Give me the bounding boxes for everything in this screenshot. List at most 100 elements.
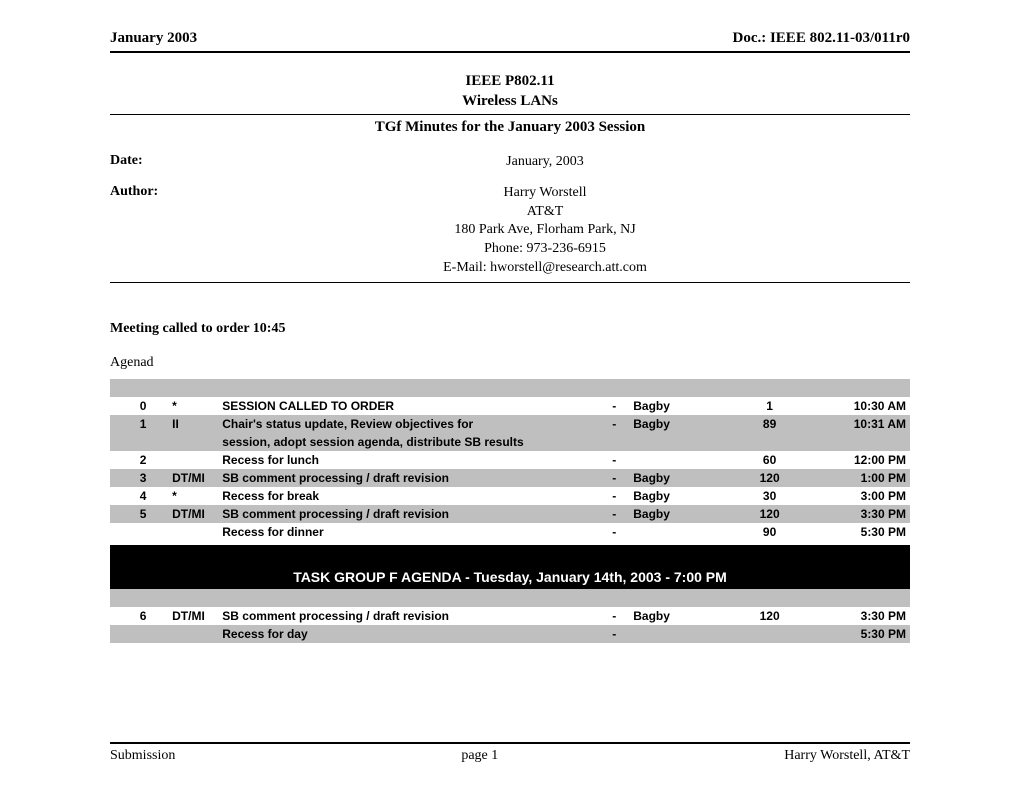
table-cell: *: [168, 397, 218, 415]
title-line-2: Wireless LANs: [110, 91, 910, 111]
meta-author-row: Author: Harry Worstell AT&T 180 Park Ave…: [110, 184, 910, 278]
table-cell: Bagby: [629, 607, 729, 625]
table-cell: [730, 589, 810, 607]
page-header: January 2003 Doc.: IEEE 802.11-03/011r0: [110, 30, 910, 53]
table-cell: [629, 451, 729, 469]
table-cell: 90: [730, 523, 810, 541]
table-cell: 3:30 PM: [810, 505, 910, 523]
table-cell: [629, 433, 729, 451]
table-row: 3DT/MISB comment processing / draft revi…: [110, 469, 910, 487]
table-cell: [110, 415, 118, 433]
table-cell: Chair's status update, Review objectives…: [218, 415, 599, 433]
table-cell: [599, 379, 629, 397]
table-cell: [218, 589, 599, 607]
table-cell: [599, 433, 629, 451]
table-cell: SB comment processing / draft revision: [218, 505, 599, 523]
table-cell: 89: [730, 415, 810, 433]
table-cell: [168, 589, 218, 607]
table-cell: 120: [730, 505, 810, 523]
table-cell: [118, 545, 168, 565]
table-cell: 5:30 PM: [810, 523, 910, 541]
table-cell: [110, 589, 118, 607]
page-footer: Submission page 1 Harry Worstell, AT&T: [110, 742, 910, 764]
table-cell: Recess for lunch: [218, 451, 599, 469]
table-cell: [118, 379, 168, 397]
header-left: January 2003: [110, 30, 197, 47]
table-cell: [629, 545, 729, 565]
table-cell: 5:30 PM: [810, 625, 910, 643]
table-cell: [168, 545, 218, 565]
table-cell: 0: [118, 397, 168, 415]
table-cell: 10:31 AM: [810, 415, 910, 433]
table-cell: SESSION CALLED TO ORDER: [218, 397, 599, 415]
table-cell: -: [599, 397, 629, 415]
author-line: Phone: 973-236-6915: [484, 241, 606, 256]
table-cell: SB comment processing / draft revision: [218, 469, 599, 487]
author-line: E-Mail: hworstell@research.att.com: [443, 260, 647, 275]
table-cell: [730, 379, 810, 397]
table-row: Recess for day- 5:30 PM: [110, 625, 910, 643]
table-cell: [730, 625, 810, 643]
table-cell: [110, 607, 118, 625]
table-cell: -: [599, 625, 629, 643]
agenda-label: Agenad: [110, 355, 910, 371]
table-cell: [110, 433, 118, 451]
table-row: 6DT/MISB comment processing / draft revi…: [110, 607, 910, 625]
table-cell: [730, 433, 810, 451]
table-cell: [110, 505, 118, 523]
table-cell: 1: [118, 415, 168, 433]
table-cell: -: [599, 415, 629, 433]
author-value: Harry Worstell AT&T 180 Park Ave, Florha…: [180, 184, 910, 278]
table-cell: [118, 589, 168, 607]
table-row: 5DT/MISB comment processing / draft revi…: [110, 505, 910, 523]
table-cell: II: [168, 415, 218, 433]
table-cell: 10:30 AM: [810, 397, 910, 415]
section-title: TASK GROUP F AGENDA - Tuesday, January 1…: [110, 565, 910, 589]
table-cell: [810, 545, 910, 565]
table-row: session, adopt session agenda, distribut…: [110, 433, 910, 451]
table-cell: [168, 625, 218, 643]
table-cell: *: [168, 487, 218, 505]
table-cell: -: [599, 469, 629, 487]
table-cell: 2: [118, 451, 168, 469]
table-row: [110, 379, 910, 397]
table-cell: [118, 625, 168, 643]
table-cell: [110, 487, 118, 505]
table-cell: [118, 523, 168, 541]
table-cell: 3:30 PM: [810, 607, 910, 625]
called-to-order: Meeting called to order 10:45: [110, 321, 910, 337]
table-cell: [110, 397, 118, 415]
table-cell: 5: [118, 505, 168, 523]
table-row: 4*Recess for break-Bagby303:00 PM: [110, 487, 910, 505]
table-cell: [810, 589, 910, 607]
table-cell: [110, 379, 118, 397]
table-cell: [810, 433, 910, 451]
table-cell: 60: [730, 451, 810, 469]
table-row: 1IIChair's status update, Review objecti…: [110, 415, 910, 433]
table-cell: SB comment processing / draft revision: [218, 607, 599, 625]
table-cell: [110, 545, 118, 565]
header-right: Doc.: IEEE 802.11-03/011r0: [732, 30, 910, 47]
table-row: Recess for dinner-905:30 PM: [110, 523, 910, 541]
table-cell: 120: [730, 469, 810, 487]
title-line-3: TGf Minutes for the January 2003 Session: [110, 117, 910, 137]
table-cell: session, adopt session agenda, distribut…: [218, 433, 599, 451]
table-cell: Bagby: [629, 415, 729, 433]
table-cell: [810, 379, 910, 397]
table-cell: [218, 545, 599, 565]
meta-block: Date: January, 2003 Author: Harry Worste…: [110, 153, 910, 283]
table-cell: [599, 545, 629, 565]
author-label: Author:: [110, 184, 180, 200]
body-text: Meeting called to order 10:45 Agenad: [110, 321, 910, 371]
footer-center: page 1: [461, 748, 498, 764]
table-cell: [629, 523, 729, 541]
footer-left: Submission: [110, 748, 175, 764]
table-cell: [118, 433, 168, 451]
table-cell: DT/MI: [168, 469, 218, 487]
meta-date-row: Date: January, 2003: [110, 153, 910, 172]
table-cell: [168, 523, 218, 541]
agenda-table: 0*SESSION CALLED TO ORDER-Bagby110:30 AM…: [110, 379, 910, 643]
table-cell: Recess for day: [218, 625, 599, 643]
table-cell: Bagby: [629, 505, 729, 523]
table-cell: 3: [118, 469, 168, 487]
